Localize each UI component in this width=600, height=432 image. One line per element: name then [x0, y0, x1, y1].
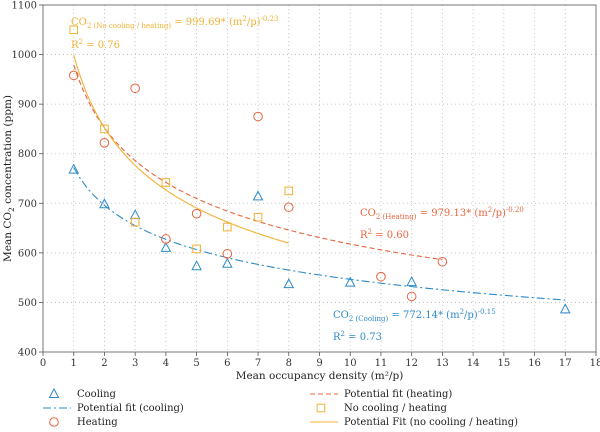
r-squared-no_cooling: R2 = 0.76 [71, 38, 120, 51]
legend-label: Potential fit (cooling) [77, 403, 184, 414]
point-no_cooling [192, 244, 201, 254]
point-no_cooling [253, 212, 263, 222]
point-heating [68, 70, 79, 81]
x-axis-label: Mean occupancy density (m²/p) [236, 370, 404, 382]
data-points [68, 25, 571, 314]
y-tick-label: 700 [18, 199, 37, 210]
y-tick-label: 800 [18, 149, 37, 160]
point-heating [130, 83, 140, 94]
legend-label: No cooling / heating [344, 403, 448, 414]
point-cooling [252, 190, 264, 201]
y-tick-label: 600 [18, 248, 37, 259]
point-heating [161, 234, 171, 244]
x-tick-label: 9 [316, 358, 322, 369]
point-heating [283, 202, 294, 213]
legend-item-fit_cooling: Potential fit (cooling) [43, 403, 184, 414]
point-cooling [283, 278, 295, 289]
fit-line-fit_cooling [73, 167, 566, 301]
point-cooling [191, 260, 202, 271]
x-tick-label: 7 [255, 358, 261, 369]
x-tick-label: 13 [436, 358, 449, 369]
x-tick-label: 12 [405, 358, 418, 369]
x-tick-label: 15 [497, 358, 510, 369]
x-tick-label: 18 [590, 358, 600, 369]
x-tick-label: 16 [528, 358, 541, 369]
grid [43, 5, 596, 352]
point-heating [191, 208, 202, 219]
legend-marker-cooling [48, 387, 60, 398]
point-no_cooling [223, 222, 232, 232]
point-no_cooling [161, 178, 171, 187]
r-squared-cooling: R2 = 0.73 [333, 330, 382, 343]
point-cooling [559, 303, 571, 314]
x-tick-label: 10 [344, 358, 357, 369]
x-tick-label: 5 [193, 358, 199, 369]
legend-item-fit_heating: Potential fit (heating) [310, 389, 452, 400]
legend-item-fit_no_cooling: Potential Fit (no cooling / heating) [310, 417, 518, 428]
axis-labels: Mean occupancy density (m²/p) Mean CO2 co… [2, 95, 403, 382]
point-heating [376, 271, 386, 282]
point-no_cooling [284, 186, 294, 196]
legend-label: Potential Fit (no cooling / heating) [344, 417, 518, 428]
legend-marker-no_cooling [316, 403, 326, 413]
point-cooling [406, 276, 417, 287]
legend-item-no_cooling: No cooling / heating [316, 403, 448, 414]
y-axis-label: Mean CO2 concentration (ppm) [2, 95, 16, 262]
equation-heating: CO2 (Heating) = 979.13* (m2/p)-0.20 [360, 206, 524, 221]
x-tick-label: 14 [467, 358, 480, 369]
x-tick-label: 2 [101, 358, 107, 369]
x-tick-label: 11 [375, 358, 388, 369]
x-tick-label: 3 [132, 358, 138, 369]
x-tick-label: 4 [163, 358, 169, 369]
point-cooling [344, 276, 356, 287]
equation-no_cooling: CO2 (No cooling / heating) = 999.69* (m2… [71, 15, 278, 30]
point-heating [406, 291, 417, 302]
legend-label: Heating [77, 417, 118, 428]
y-tick-label: 400 [18, 348, 37, 359]
axes [39, 4, 597, 356]
fit-curves [73, 54, 566, 301]
legend-label: Cooling [77, 389, 117, 400]
y-tick-label: 500 [18, 298, 37, 309]
point-no_cooling [100, 124, 109, 134]
fit-line-fit_no_cooling [73, 54, 289, 244]
point-heating [99, 138, 110, 148]
x-tick-label: 1 [71, 358, 77, 369]
fit-line-fit_heating [73, 64, 443, 261]
tick-labels: 0 1 2 3 4 5 6 7 8 9 10 11 12 13 14 15 16 17 18400500600700… [12, 1, 600, 370]
legend-marker-heating [49, 417, 59, 427]
point-heating [437, 256, 448, 267]
legend-label: Potential fit (heating) [344, 389, 452, 400]
x-tick-label: 0 [40, 358, 46, 369]
point-heating [222, 249, 233, 259]
point-cooling [99, 198, 110, 209]
point-cooling [68, 163, 80, 174]
point-cooling [222, 257, 233, 268]
legend-item-cooling: Cooling [48, 387, 117, 400]
y-tick-label: 900 [18, 100, 37, 111]
x-tick-label: 6 [224, 358, 230, 369]
point-cooling [160, 241, 172, 252]
equation-cooling: CO2 (Cooling) = 772.14* (m2/p)-0.15 [333, 308, 496, 323]
y-tick-label: 1100 [12, 1, 37, 12]
x-tick-label: 8 [286, 358, 292, 369]
legend: Cooling Potential fit (heating) Potential … [43, 387, 518, 428]
point-heating [253, 111, 263, 122]
r-squared-heating: R2 = 0.60 [360, 228, 409, 241]
y-tick-label: 1000 [12, 50, 37, 61]
point-no_cooling [69, 25, 79, 35]
x-tick-label: 17 [559, 358, 572, 369]
point-no_cooling [130, 217, 140, 227]
legend-item-heating: Heating [49, 417, 118, 428]
equation-annotations: CO2 (No cooling / heating) = 999.69* (m2… [71, 15, 524, 343]
